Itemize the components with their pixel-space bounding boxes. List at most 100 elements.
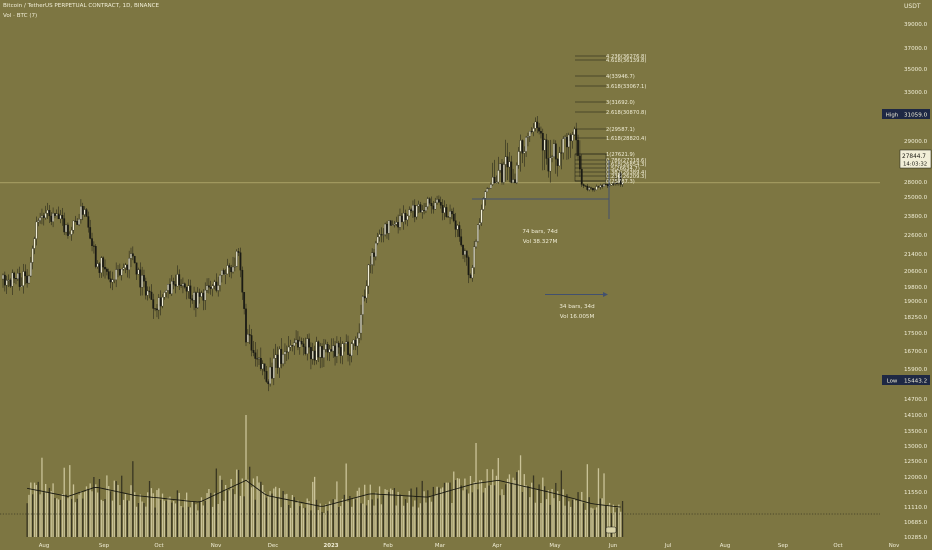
candle-body (269, 366, 272, 385)
volume-bar (91, 491, 93, 537)
volume-bar (380, 504, 383, 537)
volume-bar (161, 493, 164, 537)
month-tick-label: Sep (778, 543, 789, 549)
candle-body (580, 168, 583, 185)
candle-body (382, 234, 385, 236)
volume-bar (278, 488, 281, 537)
candle-body (495, 181, 498, 184)
fib-level-label: 0.5(26634.7) (606, 166, 640, 172)
candle-body (560, 152, 563, 154)
candle-body (22, 271, 25, 286)
price-tick-label: 25000.0 (904, 195, 928, 201)
volume-bar (41, 457, 43, 537)
volume-bar (32, 494, 34, 537)
candle-body (128, 258, 131, 270)
candle-body (16, 273, 19, 280)
volume-bar (263, 492, 266, 537)
volume-bar (427, 490, 429, 537)
candle-body (499, 163, 502, 171)
volume-bar (538, 484, 540, 537)
volume-bar (289, 507, 292, 537)
volume-bar (536, 488, 538, 537)
candle-body (33, 238, 36, 249)
volume-bar (288, 504, 290, 537)
candle-body (29, 262, 32, 277)
candle-body (172, 281, 175, 285)
candle-body (176, 274, 179, 287)
candle-body (54, 213, 56, 216)
fib-zone-box (574, 153, 607, 182)
candle-body (282, 354, 285, 364)
last-price-box (899, 149, 932, 169)
volume-indicator-label[interactable]: Vol · BTC (7) (3, 13, 38, 19)
candle-body (267, 381, 270, 385)
price-tick-label: 33000.0 (904, 90, 928, 96)
volume-bar (198, 501, 201, 537)
volume-bar (614, 512, 616, 537)
candle-body (304, 346, 307, 354)
volume-bar (558, 500, 561, 537)
low-tag-label: Low (887, 379, 898, 385)
price-tick-label: 39000.0 (904, 22, 928, 28)
volume-bar (76, 498, 78, 537)
candle-body (239, 252, 242, 271)
volume-bar (434, 494, 436, 537)
volume-bar (82, 498, 84, 537)
volume-bar (486, 469, 488, 537)
volume-bar (193, 501, 195, 537)
last-price-label: 27844.7 (902, 154, 926, 160)
candle-body (46, 210, 49, 214)
volume-bar (471, 492, 473, 537)
candle-body (39, 217, 41, 221)
candle-body (421, 209, 424, 213)
candle-body (109, 278, 112, 283)
candle-body (458, 225, 461, 237)
volume-bar (401, 495, 403, 537)
volume-bar (304, 507, 307, 537)
candle-body (232, 266, 234, 273)
candle-body (497, 170, 500, 183)
volume-bar (432, 486, 435, 537)
volume-bar (271, 493, 273, 537)
volume-bar (45, 483, 47, 537)
price-tick-label: 29000.0 (904, 139, 928, 145)
volume-bar (382, 495, 384, 537)
volume-bar (132, 461, 134, 537)
candle-body (226, 265, 229, 275)
volume-bar (124, 493, 127, 537)
volume-bar (130, 485, 132, 537)
candle-body (118, 269, 121, 276)
volume-bar (488, 485, 490, 537)
volume-bar (416, 487, 418, 537)
candle-body (310, 347, 312, 360)
candle-body (337, 342, 340, 348)
candle-body (527, 136, 529, 138)
candle-body (42, 215, 45, 218)
candle-body (165, 290, 168, 293)
volume-bar (362, 503, 364, 537)
candle-body (590, 187, 592, 189)
volume-bar (113, 480, 115, 537)
volume-bar (419, 503, 422, 537)
candle-body (506, 156, 509, 168)
volume-bar (111, 500, 114, 537)
candle-body (72, 220, 75, 231)
volume-bar (85, 486, 88, 537)
candle-body (7, 279, 10, 281)
candle-body (380, 234, 383, 236)
volume-bar (454, 480, 457, 537)
volume-bar (605, 505, 607, 537)
candle-body (538, 127, 540, 132)
volume-bar (59, 499, 62, 537)
volume-bar (232, 488, 234, 537)
candle-body (478, 222, 481, 226)
candle-body (530, 131, 533, 132)
volume-bar (128, 500, 130, 537)
high-tag-label: High (886, 113, 898, 119)
volume-bar (440, 488, 442, 537)
volume-bar (236, 469, 238, 537)
volume-bar (330, 503, 332, 537)
candle-body (469, 274, 472, 279)
